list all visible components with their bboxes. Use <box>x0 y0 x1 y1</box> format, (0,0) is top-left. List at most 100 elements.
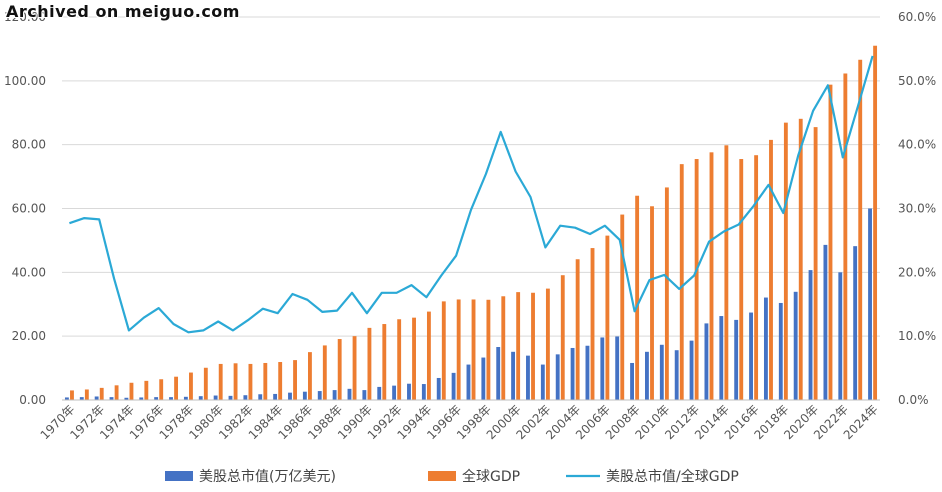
market-cap-bar <box>659 344 664 400</box>
global-gdp-bar <box>635 195 640 400</box>
global-gdp-bar <box>456 299 461 400</box>
global-gdp-bar <box>278 362 283 400</box>
left-tick-label: 60.00 <box>12 202 46 216</box>
global-gdp-bar <box>486 299 491 400</box>
market-cap-bar <box>808 270 813 400</box>
global-gdp-bar <box>679 164 684 400</box>
market-cap-bar <box>139 397 144 400</box>
right-tick-label: 0.0% <box>898 393 929 407</box>
market-cap-bar <box>347 388 352 400</box>
global-gdp-bar <box>724 145 729 400</box>
market-cap-bar <box>749 312 753 400</box>
market-cap-bar <box>213 395 218 400</box>
global-gdp-bar <box>739 159 744 400</box>
market-cap-bar <box>451 372 456 400</box>
market-cap-bar <box>704 323 709 400</box>
legend-swatch-market-cap <box>165 471 193 481</box>
global-gdp-bar <box>129 382 134 400</box>
global-gdp-bar <box>233 363 238 400</box>
market-cap-bar <box>169 397 173 400</box>
global-gdp-bar <box>189 372 193 400</box>
global-gdp-bar <box>843 73 848 401</box>
market-cap-bar <box>630 362 634 400</box>
global-gdp-bar <box>516 292 521 400</box>
global-gdp-bar <box>858 59 863 400</box>
market-cap-bar <box>823 244 828 400</box>
market-cap-bar <box>719 316 724 400</box>
market-cap-bar <box>332 390 337 400</box>
global-gdp-bar <box>248 363 253 400</box>
market-cap-bar <box>555 354 560 400</box>
market-cap-bar <box>540 364 545 400</box>
market-cap-bar <box>421 384 426 400</box>
right-tick-label: 60.0% <box>898 10 936 24</box>
global-gdp-bar <box>203 367 208 400</box>
global-gdp-bar <box>545 288 550 400</box>
global-gdp-bar <box>441 301 446 400</box>
market-cap-bar <box>763 297 768 400</box>
global-gdp-bar <box>620 214 625 400</box>
market-cap-bar <box>377 386 382 400</box>
right-tick-label: 30.0% <box>898 202 936 216</box>
market-cap-bar <box>124 397 129 400</box>
global-gdp-bar <box>293 360 297 400</box>
global-gdp-bar <box>560 275 565 400</box>
global-gdp-bar <box>783 122 788 400</box>
global-gdp-bar <box>352 336 357 400</box>
global-gdp-bar <box>813 127 818 401</box>
global-gdp-bar <box>798 118 803 401</box>
legend-label-global-gdp: 全球GDP <box>462 468 520 485</box>
market-cap-bar <box>273 393 278 400</box>
global-gdp-bar <box>471 299 476 400</box>
market-cap-bar <box>585 345 590 400</box>
market-cap-bar <box>392 385 397 400</box>
market-cap-bar <box>154 397 159 400</box>
legend: 美股总市值(万亿美元) 全球GDP 美股总市值/全球GDP <box>165 468 739 485</box>
market-cap-bar <box>436 377 441 400</box>
global-gdp-bar <box>575 259 580 400</box>
global-gdp-bar <box>426 311 431 400</box>
x-axis-ticks: 1970年1972年1974年1976年1978年1980年1982年1984年… <box>38 402 881 442</box>
global-gdp-bar <box>322 345 327 400</box>
market-cap-bar <box>243 395 248 400</box>
right-axis-ticks: 0.0% 10.0% 20.0% 30.0% 40.0% 50.0% 60.0% <box>898 10 936 407</box>
left-tick-label: 20.00 <box>12 329 46 343</box>
global-gdp-bar <box>159 379 164 400</box>
global-gdp-bar <box>337 339 342 400</box>
legend-label-ratio: 美股总市值/全球GDP <box>606 468 739 485</box>
market-cap-bar <box>793 291 798 400</box>
right-tick-label: 10.0% <box>898 329 936 343</box>
market-cap-bar <box>79 397 84 400</box>
market-cap-bar <box>853 246 858 400</box>
global-gdp-bar <box>397 319 402 400</box>
global-gdp-bars <box>70 45 878 401</box>
global-gdp-bar <box>828 84 833 400</box>
market-cap-bar <box>64 397 69 400</box>
left-tick-label: 40.00 <box>12 265 46 279</box>
market-cap-bar <box>109 397 114 400</box>
market-cap-bar <box>228 395 233 400</box>
right-tick-label: 40.0% <box>898 138 936 152</box>
market-cap-bar <box>570 347 575 400</box>
market-cap-bar <box>511 351 516 400</box>
market-cap-bar <box>407 383 411 400</box>
global-gdp-bar <box>114 385 119 400</box>
market-cap-bar <box>689 340 694 400</box>
market-cap-bar <box>778 302 783 400</box>
global-gdp-bar <box>590 248 595 400</box>
market-cap-bar <box>496 347 501 400</box>
global-gdp-bar <box>308 352 312 400</box>
global-gdp-bar <box>70 390 74 400</box>
market-cap-bar <box>317 391 322 400</box>
global-gdp-bar <box>144 380 149 400</box>
ratio-line <box>69 55 874 334</box>
global-gdp-bar <box>664 187 669 400</box>
left-tick-label: 0.00 <box>19 393 46 407</box>
global-gdp-bar <box>694 159 699 400</box>
legend-label-market-cap: 美股总市值(万亿美元) <box>199 468 336 485</box>
market-cap-bar <box>481 357 486 400</box>
left-tick-label: 100.00 <box>4 74 46 88</box>
left-tick-label: 120.00 <box>4 10 46 24</box>
